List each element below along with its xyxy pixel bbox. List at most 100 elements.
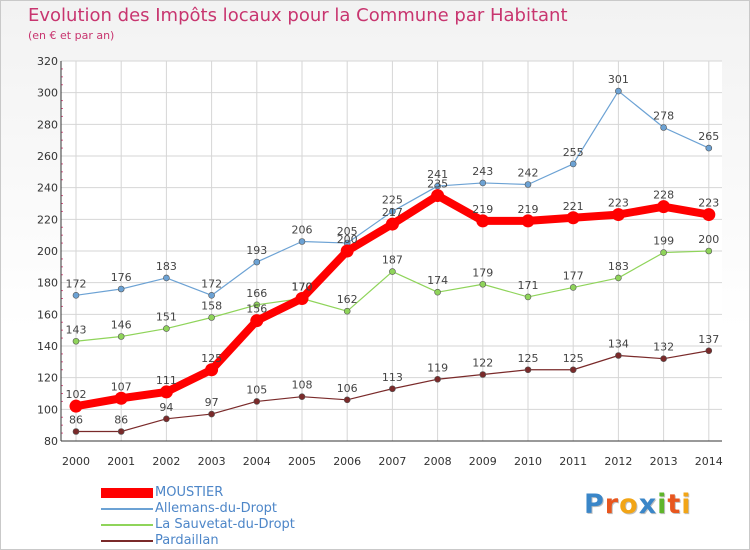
legend-swatch xyxy=(101,488,153,498)
data-label: 205 xyxy=(337,225,358,238)
legend-item: Allemans-du-Dropt xyxy=(101,501,295,517)
data-label: 223 xyxy=(698,197,719,210)
data-label: 170 xyxy=(292,281,313,294)
data-point xyxy=(657,200,671,214)
data-label: 113 xyxy=(382,371,403,384)
data-label: 97 xyxy=(205,396,219,409)
data-point xyxy=(163,274,170,282)
proxiti-logo: Proxiti xyxy=(584,489,692,520)
data-point xyxy=(208,292,215,299)
data-point xyxy=(343,307,351,315)
data-point xyxy=(295,292,309,305)
data-label: 94 xyxy=(159,401,173,414)
data-label: 235 xyxy=(427,178,448,191)
data-label: 125 xyxy=(201,352,222,365)
legend-item: Pardaillan xyxy=(101,533,295,549)
data-label: 243 xyxy=(472,165,493,178)
data-point xyxy=(479,371,487,378)
data-label: 119 xyxy=(427,361,448,374)
x-tick-label: 2002 xyxy=(152,455,180,468)
data-point xyxy=(253,258,261,266)
data-point xyxy=(250,314,264,328)
data-label: 199 xyxy=(653,235,674,248)
x-tick-label: 2001 xyxy=(107,455,135,468)
data-label: 106 xyxy=(337,382,358,395)
x-tick-label: 2003 xyxy=(198,455,226,468)
data-point xyxy=(705,247,713,255)
y-tick-label: 140 xyxy=(37,340,58,353)
data-label: 107 xyxy=(111,380,132,393)
data-point xyxy=(524,181,532,188)
data-point xyxy=(340,244,354,258)
data-point xyxy=(660,355,667,362)
data-point xyxy=(389,385,396,393)
x-tick-label: 2009 xyxy=(469,455,497,468)
legend-label: Pardaillan xyxy=(155,533,219,548)
data-point xyxy=(431,189,445,203)
y-tick-label: 260 xyxy=(37,150,58,163)
legend-item: MOUSTIER xyxy=(101,485,295,501)
data-label: 221 xyxy=(563,200,584,213)
data-point xyxy=(702,208,716,222)
legend-swatch xyxy=(101,540,153,542)
data-point xyxy=(705,347,713,355)
data-label: 132 xyxy=(653,341,674,354)
data-label: 137 xyxy=(698,333,719,346)
data-label: 172 xyxy=(201,277,222,290)
data-point xyxy=(705,144,713,152)
data-label: 187 xyxy=(382,254,403,267)
data-point xyxy=(611,208,625,222)
x-tick-label: 2012 xyxy=(604,455,632,468)
data-label: 146 xyxy=(111,319,132,332)
data-point xyxy=(72,337,80,345)
data-label: 225 xyxy=(382,193,403,206)
data-point xyxy=(521,214,535,228)
data-label: 102 xyxy=(66,388,87,401)
y-tick-label: 280 xyxy=(37,118,58,131)
data-label: 219 xyxy=(518,203,539,216)
data-label: 278 xyxy=(653,110,674,123)
x-tick-label: 2014 xyxy=(695,455,723,468)
data-point xyxy=(434,375,441,383)
data-point xyxy=(434,288,441,296)
data-label: 193 xyxy=(246,244,267,257)
data-point xyxy=(569,366,577,374)
data-label: 158 xyxy=(201,300,222,313)
legend-item: La Sauvetat-du-Dropt xyxy=(101,517,295,533)
data-point xyxy=(389,208,396,215)
data-point xyxy=(476,214,490,228)
data-label: 200 xyxy=(698,233,719,246)
y-tick-label: 220 xyxy=(37,213,58,226)
y-tick-label: 160 xyxy=(37,308,58,321)
x-tick-label: 2004 xyxy=(243,455,271,468)
data-label: 200 xyxy=(337,233,358,246)
data-point xyxy=(385,217,399,231)
data-label: 105 xyxy=(246,383,267,396)
chart-subtitle: (en € et par an) xyxy=(28,29,115,42)
data-point xyxy=(208,314,215,321)
data-label: 111 xyxy=(156,374,177,387)
x-tick-label: 2005 xyxy=(288,455,316,468)
legend-swatch xyxy=(101,524,153,526)
data-label: 108 xyxy=(292,379,313,392)
data-point xyxy=(566,211,580,225)
data-point xyxy=(114,391,128,405)
data-label: 172 xyxy=(66,277,87,290)
data-point xyxy=(479,179,487,187)
data-point xyxy=(163,415,170,423)
data-label: 242 xyxy=(518,167,539,180)
data-point xyxy=(615,352,622,359)
data-point xyxy=(163,325,170,332)
data-label: 183 xyxy=(156,260,177,273)
legend-label: La Sauvetat-du-Dropt xyxy=(155,517,295,532)
data-point xyxy=(524,366,532,374)
y-tick-label: 200 xyxy=(37,245,58,258)
y-tick-label: 180 xyxy=(37,277,58,290)
data-label: 241 xyxy=(427,168,448,181)
data-label: 86 xyxy=(114,414,128,427)
data-label: 301 xyxy=(608,73,629,86)
x-tick-label: 2010 xyxy=(514,455,542,468)
data-point xyxy=(389,268,396,275)
